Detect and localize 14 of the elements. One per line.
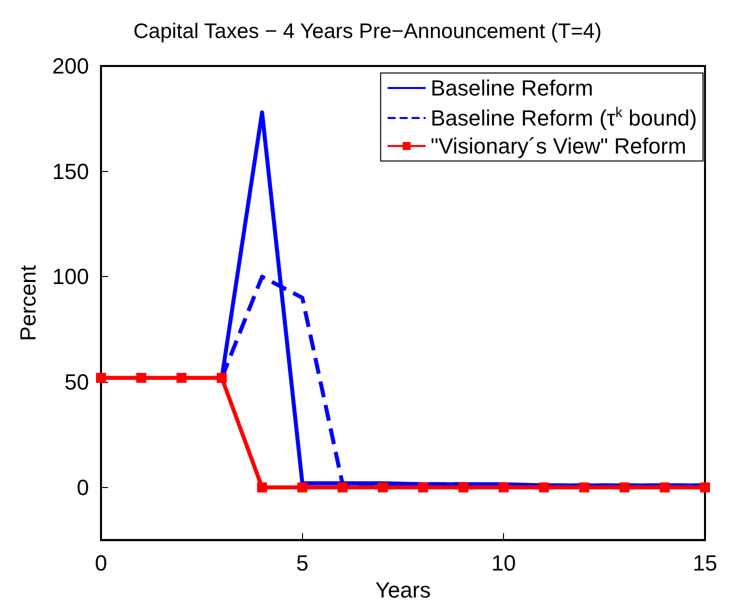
x-tick-label: 15	[692, 550, 718, 576]
chart-title: Capital Taxes − 4 Years Pre−Announcement (T=4)	[133, 20, 602, 43]
x-tick-label: 0	[94, 550, 108, 576]
x-tick-label: 10	[491, 550, 516, 576]
y-tick-label: 50	[64, 370, 89, 395]
y-tick-label: 200	[52, 54, 89, 78]
legend-label: Baseline Reform	[430, 76, 594, 100]
x-axis-title: Years	[375, 578, 431, 602]
legend-label: "Visionary´s View" Reform	[430, 134, 686, 158]
y-tick-label: 100	[52, 264, 89, 290]
y-tick-label: 0	[76, 474, 89, 500]
y-tick-label: 150	[52, 158, 89, 184]
y-axis-title: Percent	[16, 265, 40, 341]
x-tick-label: 5	[296, 550, 308, 576]
